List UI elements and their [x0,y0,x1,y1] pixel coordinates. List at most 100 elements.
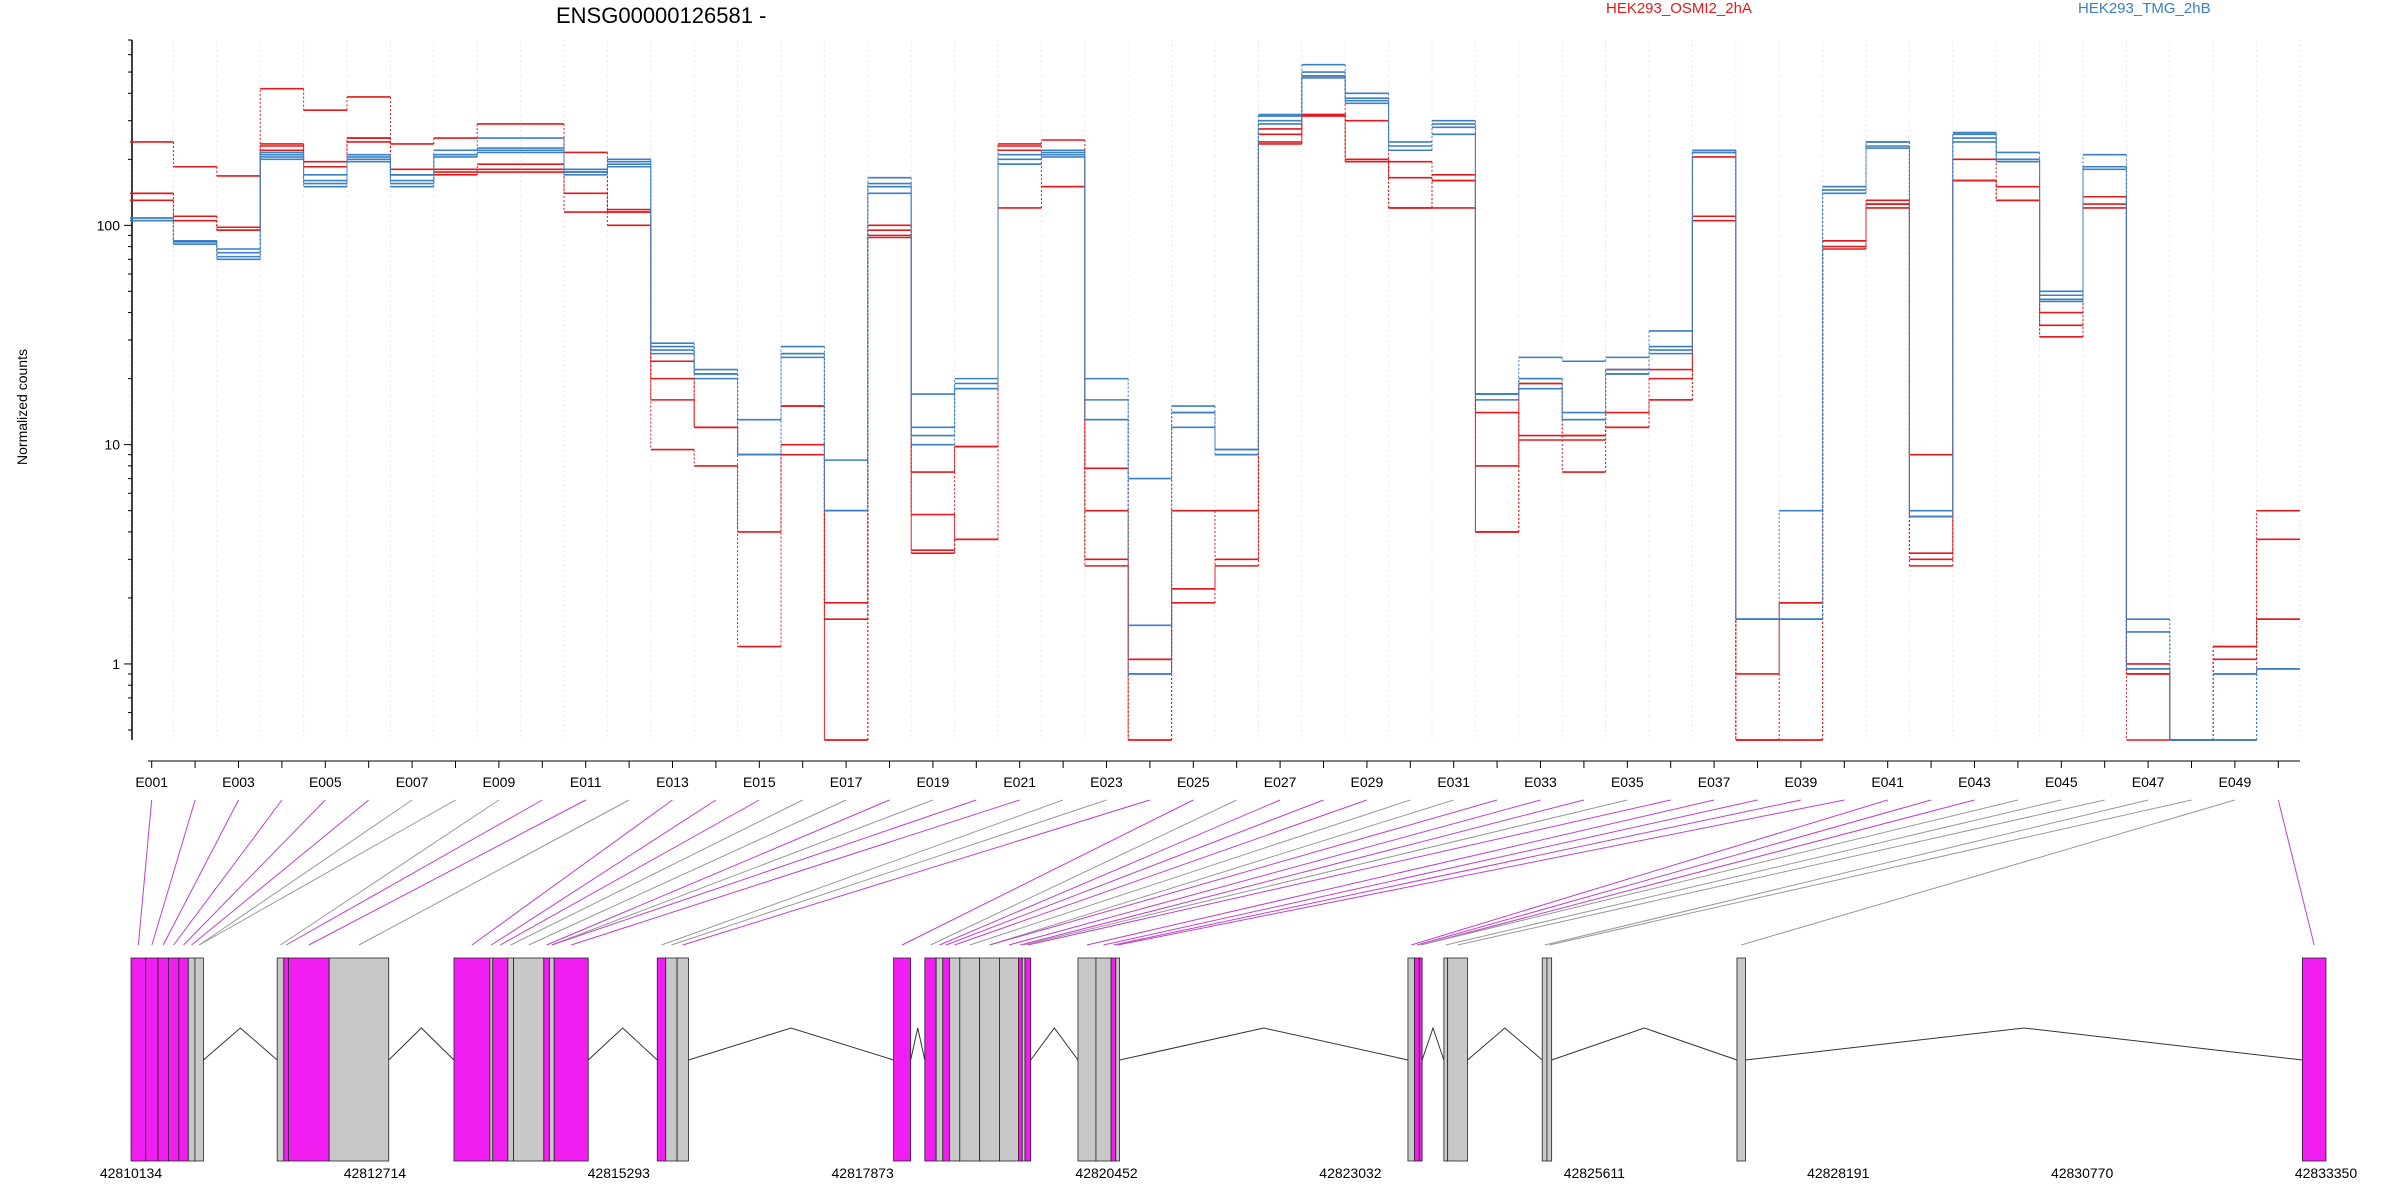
exon-included [924,957,937,1162]
exon-bin-link [551,799,934,946]
intron-chevron [388,1027,455,1061]
x-tick-label: E023 [1090,774,1123,790]
exon-bin-link [285,799,543,946]
exon-bin-link [1416,799,1932,946]
exon-bin-link [308,799,586,946]
exon-included [283,957,289,1162]
exon-bin-link [183,799,326,946]
exon-other [1546,957,1553,1162]
exon-included [288,957,330,1162]
exon-bin-link [358,799,630,946]
exon-bin-link [198,799,413,946]
exon-included [157,957,169,1162]
coordinate-label: 42817873 [832,1165,895,1181]
exon-other [276,957,285,1162]
coordinate-label: 42812714 [344,1165,407,1181]
exon-bin-link [1117,799,1845,946]
coordinate-label: 42825611 [1564,1165,1625,1181]
exon-other [959,957,981,1162]
exon-included [145,957,159,1162]
y-axis: 1 10 100 [97,39,133,740]
x-tick-label: E001 [135,774,168,790]
exon-other [935,957,944,1162]
legend-entry-osmi2: HEK293_OSMI2_2hA [1606,0,1752,17]
x-tick-label: E031 [1437,774,1470,790]
intron-chevron [910,1027,926,1061]
exon-other [1115,957,1120,1162]
exon-bin-link [500,799,760,946]
exon-bin-link [280,799,500,946]
x-tick-label: E013 [656,774,689,790]
exon-bin-link [191,799,370,946]
exon-other [1736,957,1746,1162]
x-tick-label: E043 [1958,774,1991,790]
exon-bin-link [682,799,1151,946]
exon-bin-link [571,799,1020,946]
exon-bin-link [546,799,890,946]
exon-bin-link [1023,799,1628,946]
x-tick-label: E027 [1264,774,1297,790]
exon-bin-link [671,799,1107,946]
exon-other [999,957,1019,1162]
x-tick-label: E047 [2132,774,2165,790]
exon-other [549,957,555,1162]
x-tick-label: E039 [1785,774,1818,790]
x-tick-label: E015 [743,774,776,790]
intron-chevron [1421,1026,1445,1061]
exon-bin-link [989,799,1498,946]
exon-included [1414,957,1420,1162]
x-tick-label: E025 [1177,774,1210,790]
coordinate-label: 42810134 [100,1165,163,1181]
exon-bin-links [137,799,2315,946]
intron-chevron [203,1027,278,1061]
exon-bin-link [1420,799,1975,946]
x-tick-label: E005 [309,774,342,790]
exon-included [1024,957,1032,1162]
exon-bin-link [551,799,977,946]
x-tick-label: E007 [396,774,429,790]
exon-bin-link [162,799,239,946]
x-tick-label: E017 [830,774,863,790]
exon-other [665,957,678,1162]
exon-bin-link [661,799,1064,946]
exon-other [676,957,689,1162]
exon-bin-link [510,799,803,946]
exon-included [1018,957,1023,1162]
legend-entry-tmg: HEK293_TMG_2hB [2078,0,2211,17]
exon-included [553,957,589,1162]
exon-bin-link [1113,799,1802,946]
exon-included [1418,957,1423,1162]
exon-bin-link [173,799,283,946]
gene-model-exons [130,957,2327,1162]
x-tick-label: E019 [917,774,950,790]
exon-included [453,957,491,1162]
x-tick-label: E035 [1611,774,1644,790]
x-tick-label: E049 [2219,774,2252,790]
exon-bin-link [945,799,1324,946]
exon-other [948,957,961,1162]
coordinate-label: 42828191 [1807,1165,1870,1181]
coordinate-label: 42833350 [2295,1165,2358,1181]
coordinate-label: 42830770 [2051,1165,2114,1181]
intron-chevron [1467,1027,1543,1061]
chart-title: ENSG00000126581 - [556,3,766,28]
exon-bin-link [1420,799,2019,946]
y-tick-label: 10 [104,437,120,453]
intron-chevron [1551,1027,1738,1061]
intron-chevron [587,1027,658,1061]
exon-included [130,957,147,1162]
exon-other [1447,957,1468,1162]
x-tick-label: E021 [1003,774,1036,790]
exon-included [893,957,912,1162]
x-tick-label: E029 [1351,774,1384,790]
exon-included [543,957,550,1162]
vertical-grid [129,40,2301,740]
x-tick-label: E003 [222,774,255,790]
exon-other [513,957,545,1162]
y-tick-label: 1 [112,656,120,672]
exon-bin-link [939,799,1281,946]
exon-included [178,957,189,1162]
exon-bin-link [528,799,847,946]
x-tick-label: E011 [570,774,602,790]
